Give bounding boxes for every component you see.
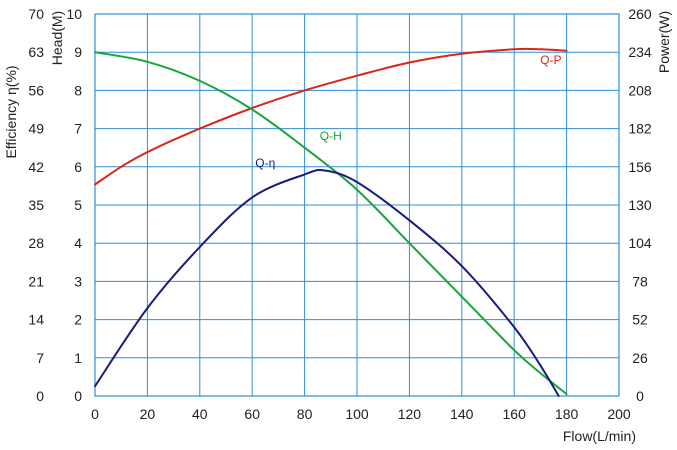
head-tick-label: 6 — [74, 159, 82, 175]
plot-frame — [94, 13, 620, 397]
x-axis-title: Flow(L/min) — [563, 428, 636, 444]
efficiency-tick-label: 0 — [36, 388, 44, 404]
head-tick-label: 1 — [74, 350, 82, 366]
power-tick-label: 156 — [628, 159, 652, 175]
series-lines — [94, 47, 568, 397]
x-tick-labels: 0 20 40 60 80 100 120 140 160 180 200 — [91, 406, 631, 422]
power-tick-label: 208 — [628, 82, 652, 98]
efficiency-tick-label: 7 — [36, 350, 44, 366]
head-tick-label: 4 — [74, 235, 82, 251]
power-tick-label: 52 — [632, 312, 648, 328]
efficiency-axis-title: Efficiency η(%) — [3, 65, 19, 158]
efficiency-tick-label: 14 — [28, 312, 44, 328]
x-tick-label: 200 — [607, 406, 631, 422]
x-tick-label: 120 — [398, 406, 422, 422]
power-tick-label: 0 — [636, 388, 644, 404]
power-tick-label: 78 — [632, 273, 648, 289]
power-tick-label: 130 — [628, 197, 652, 213]
head-tick-labels: 0 1 2 3 4 5 6 7 8 9 10 — [66, 6, 82, 404]
x-tick-label: 140 — [450, 406, 474, 422]
efficiency-tick-labels: 0 7 14 21 28 35 42 49 56 63 70 — [28, 6, 44, 404]
x-tick-label: 100 — [345, 406, 369, 422]
head-tick-label: 7 — [74, 121, 82, 137]
power-tick-label: 234 — [628, 44, 652, 60]
head-tick-label: 0 — [74, 388, 82, 404]
x-tick-label: 60 — [244, 406, 260, 422]
series-label-q-eta: Q-η — [255, 156, 275, 170]
x-tick-label: 40 — [192, 406, 208, 422]
x-tick-label: 180 — [555, 406, 579, 422]
grid — [94, 13, 620, 397]
power-tick-label: 104 — [628, 235, 652, 251]
efficiency-tick-label: 63 — [28, 44, 44, 60]
head-tick-label: 9 — [74, 44, 82, 60]
head-tick-label: 3 — [74, 273, 82, 289]
head-tick-label: 2 — [74, 312, 82, 328]
efficiency-tick-label: 49 — [28, 121, 44, 137]
efficiency-tick-label: 42 — [28, 159, 44, 175]
head-tick-label: 10 — [66, 6, 82, 22]
series-line-q-eta — [94, 169, 560, 397]
series-labels: Q-P Q-H Q-η — [255, 53, 561, 170]
x-tick-label: 160 — [503, 406, 527, 422]
power-tick-labels: 0 26 52 78 104 130 156 182 208 234 260 — [628, 6, 652, 404]
efficiency-tick-label: 35 — [28, 197, 44, 213]
series-label-q-p: Q-P — [540, 53, 561, 67]
series-line-q-h — [94, 51, 568, 396]
head-tick-label: 8 — [74, 82, 82, 98]
x-tick-label: 20 — [140, 406, 156, 422]
x-tick-label: 0 — [91, 406, 99, 422]
efficiency-tick-label: 28 — [28, 235, 44, 251]
power-tick-label: 260 — [628, 6, 652, 22]
head-axis-title: Head(M) — [49, 11, 65, 65]
efficiency-tick-label: 70 — [28, 6, 44, 22]
power-axis-title: Power(W) — [656, 11, 672, 73]
efficiency-tick-label: 56 — [28, 82, 44, 98]
series-line-q-p — [94, 47, 568, 186]
efficiency-tick-label: 21 — [28, 273, 44, 289]
x-tick-label: 80 — [297, 406, 313, 422]
power-tick-label: 26 — [632, 350, 648, 366]
head-tick-label: 5 — [74, 197, 82, 213]
series-label-q-h: Q-H — [320, 129, 342, 143]
power-tick-label: 182 — [628, 121, 652, 137]
